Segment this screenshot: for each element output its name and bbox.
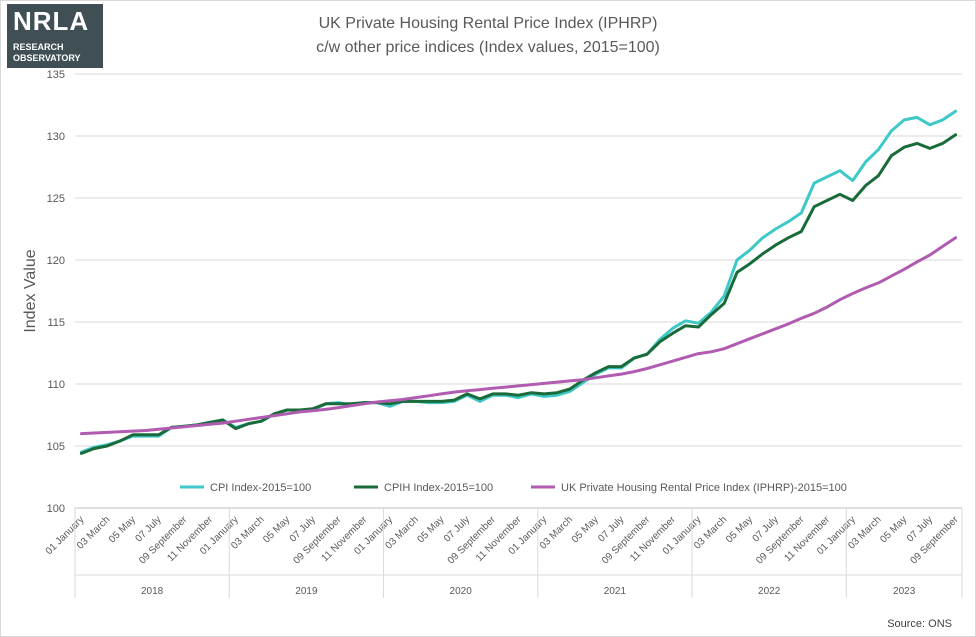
series-line: [79, 236, 958, 436]
y-tick-label: 125: [47, 193, 65, 205]
y-tick-label: 100: [47, 503, 65, 515]
chart-title-line1: UK Private Housing Rental Price Index (I…: [318, 15, 658, 32]
x-tick-label: 05 May: [416, 514, 447, 545]
year-label: 2021: [604, 586, 627, 597]
y-tick-label: 115: [47, 317, 65, 329]
series-line: [79, 133, 958, 455]
x-tick-label: 01 January: [44, 514, 87, 557]
year-label: 2019: [295, 586, 318, 597]
y-tick-label: 105: [47, 441, 65, 453]
x-tick-label: 05 May: [570, 514, 601, 545]
nrla-logo: NRLA RESEARCH OBSERVATORY: [7, 4, 103, 68]
year-label: 2022: [758, 586, 781, 597]
legend-label: UK Private Housing Rental Price Index (I…: [561, 482, 847, 494]
year-label: 2020: [450, 586, 473, 597]
series-line: [79, 109, 958, 454]
y-tick-label: 110: [47, 379, 65, 391]
x-tick-label: 05 May: [261, 514, 292, 545]
legend-label: CPIH Index-2015=100: [384, 482, 493, 494]
y-tick-label: 130: [47, 131, 65, 143]
source-note: Source: ONS: [887, 618, 952, 630]
logo-subtitle: RESEARCH OBSERVATORY: [13, 42, 81, 64]
x-tick-label: 05 May: [724, 514, 755, 545]
logo-line1: RESEARCH: [13, 42, 64, 52]
logo-line2: OBSERVATORY: [13, 53, 81, 63]
legend-label: CPI Index-2015=100: [210, 482, 311, 494]
year-label: 2023: [893, 586, 916, 597]
y-tick-label: 135: [47, 69, 65, 81]
x-tick-label: 05 May: [878, 514, 909, 545]
logo-brand: NRLA: [13, 6, 90, 36]
chart-title: UK Private Housing Rental Price Index (I…: [200, 12, 776, 60]
chart-title-line2: c/w other price indices (Index values, 2…: [316, 39, 660, 56]
y-axis-title: Index Value: [22, 249, 39, 332]
y-tick-label: 120: [47, 255, 65, 267]
year-label: 2018: [141, 586, 164, 597]
x-tick-label: 05 May: [107, 514, 138, 545]
